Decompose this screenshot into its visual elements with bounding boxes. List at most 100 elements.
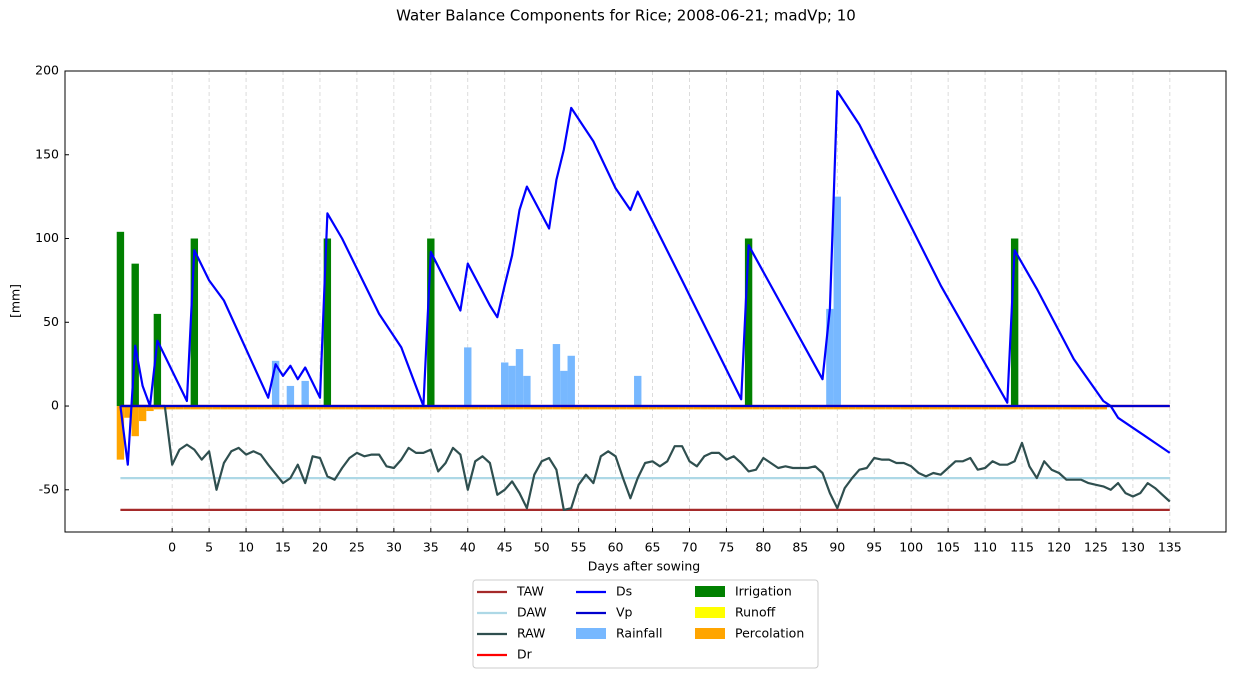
bar — [523, 375, 531, 407]
bar — [678, 406, 686, 410]
bar — [471, 406, 479, 410]
bar — [767, 406, 775, 410]
legend-swatch — [576, 628, 606, 639]
bar — [242, 406, 250, 410]
bar — [464, 406, 472, 410]
bar — [1062, 406, 1071, 410]
bar — [205, 406, 213, 410]
x-tick-label: 5 — [205, 540, 213, 555]
bar — [752, 406, 760, 410]
bar — [271, 406, 280, 410]
bar — [973, 406, 982, 410]
bar — [1003, 406, 1011, 410]
bar — [574, 406, 583, 410]
bar — [301, 380, 309, 407]
bar — [552, 406, 561, 410]
bar — [338, 406, 346, 410]
bar — [271, 360, 280, 407]
bar — [1025, 406, 1034, 410]
bar — [190, 406, 199, 410]
bar — [1092, 406, 1100, 410]
bar — [715, 406, 723, 410]
x-tick-label: 115 — [1010, 540, 1034, 555]
bar — [597, 406, 605, 410]
y-tick-label: -50 — [39, 481, 59, 496]
bar — [589, 406, 598, 410]
bar — [286, 385, 295, 407]
x-tick-label: 30 — [386, 540, 402, 555]
bar — [944, 406, 952, 410]
line-series — [119, 90, 1171, 466]
x-tick-label: 25 — [349, 540, 365, 555]
plot-frame — [64, 70, 1227, 533]
bar — [1033, 406, 1041, 410]
bar — [648, 406, 657, 410]
legend-label: RAW — [517, 626, 545, 641]
bar — [441, 406, 450, 410]
bar — [1084, 406, 1093, 410]
bar — [833, 196, 841, 407]
bar — [190, 238, 199, 407]
bar — [634, 406, 642, 410]
bar — [781, 406, 790, 410]
bar — [730, 406, 738, 410]
bar — [153, 313, 162, 407]
bar — [515, 406, 524, 410]
bar — [294, 406, 302, 410]
bar — [700, 406, 708, 410]
bar — [131, 263, 139, 407]
bar — [515, 349, 524, 407]
y-tick-label: 200 — [35, 63, 59, 78]
bar — [796, 406, 805, 410]
bar — [707, 406, 716, 410]
bar — [116, 231, 125, 407]
bar — [397, 406, 405, 410]
bar — [331, 406, 339, 410]
bar — [508, 365, 516, 407]
bar — [131, 406, 139, 437]
bar — [670, 406, 679, 410]
bar — [257, 406, 265, 410]
bar — [464, 347, 472, 407]
bar — [870, 406, 878, 410]
bar — [264, 406, 272, 410]
bar — [656, 406, 664, 410]
legend-label: Vp — [616, 605, 633, 620]
bar — [249, 406, 258, 410]
bar — [759, 406, 768, 410]
bar — [530, 406, 538, 410]
y-tick-label: 0 — [51, 398, 59, 413]
bar — [744, 406, 753, 410]
bar — [1099, 406, 1108, 410]
bar — [552, 344, 561, 407]
bar — [604, 406, 612, 410]
bar — [774, 406, 782, 410]
x-tick-label: 95 — [866, 540, 882, 555]
bar — [560, 406, 568, 410]
bar — [567, 355, 575, 407]
legend-box — [472, 579, 819, 669]
bar — [826, 308, 834, 407]
legend-label: DAW — [517, 605, 547, 620]
x-tick-label: 20 — [312, 540, 328, 555]
x-tick-label: 70 — [682, 540, 698, 555]
bar — [937, 406, 945, 410]
bar — [789, 406, 797, 410]
bar — [863, 406, 871, 410]
bar — [966, 406, 974, 410]
bar — [508, 406, 516, 410]
bar — [855, 406, 864, 410]
bar — [1077, 406, 1085, 410]
bar — [737, 406, 745, 410]
bar — [493, 406, 502, 410]
bar — [951, 406, 960, 410]
bar — [833, 406, 841, 410]
bar — [981, 406, 989, 410]
legend-label: TAW — [516, 584, 544, 599]
bar — [308, 406, 317, 410]
bar — [227, 406, 235, 410]
bar — [619, 406, 627, 410]
x-tick-label: 90 — [829, 540, 845, 555]
x-axis-label: Days after sowing — [588, 559, 700, 574]
